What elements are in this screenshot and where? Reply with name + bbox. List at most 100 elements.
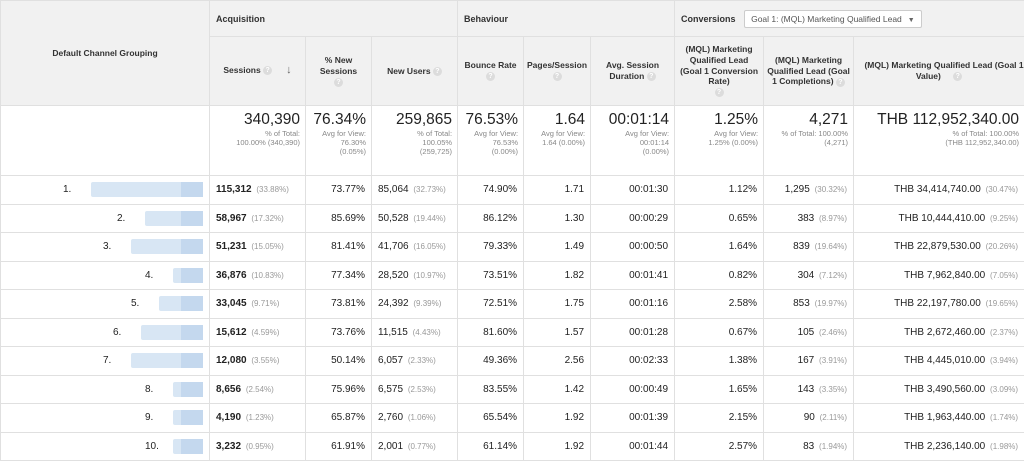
completions-column-header[interactable]: (MQL) Marketing Qualified Lead (Goal 1 C…: [764, 37, 854, 106]
help-icon[interactable]: ?: [647, 72, 656, 81]
table-row[interactable]: 1.115,312 (33.88%)73.77%85,064 (32.73%)7…: [1, 176, 1024, 205]
new-sessions-cell: 73.77%: [306, 176, 372, 205]
avg-duration-cell: 00:00:29: [591, 204, 675, 233]
help-icon[interactable]: ?: [553, 72, 562, 81]
completions-cell: 1,295 (30.32%): [764, 176, 854, 205]
row-index-channel-cell[interactable]: 10.: [1, 432, 210, 461]
total-new-sessions: 76.34%Avg for View:76.30%(0.05%): [306, 106, 372, 176]
conversions-group-header: Conversions Goal 1: (MQL) Marketing Qual…: [675, 1, 1024, 37]
total-completions: 4,271% of Total: 100.00%(4,271): [764, 106, 854, 176]
row-index-channel-cell[interactable]: 1.: [1, 176, 210, 205]
sessions-cell: 33,045 (9.71%): [210, 290, 306, 319]
value-cell: THB 22,879,530.00 (20.26%): [854, 233, 1024, 262]
avg-duration-cell: 00:01:16: [591, 290, 675, 319]
channel-name-redacted[interactable]: [173, 382, 203, 397]
channel-name-redacted[interactable]: [173, 268, 203, 283]
table-row[interactable]: 8.8,656 (2.54%)75.96%6,575 (2.53%)83.55%…: [1, 375, 1024, 404]
conv-rate-cell: 1.38%: [675, 347, 764, 376]
channel-name-redacted[interactable]: [145, 211, 203, 226]
row-index-channel-cell[interactable]: 7.: [1, 347, 210, 376]
conv-rate-cell: 0.67%: [675, 318, 764, 347]
row-index: 10.: [136, 441, 173, 452]
conv-rate-cell: 0.65%: [675, 204, 764, 233]
channel-name-redacted[interactable]: [159, 296, 203, 311]
row-index-channel-cell[interactable]: 9.: [1, 404, 210, 433]
pages-session-cell: 1.71: [524, 176, 591, 205]
completions-cell: 853 (19.97%): [764, 290, 854, 319]
table-row[interactable]: 3.51,231 (15.05%)81.41%41,706 (16.05%)79…: [1, 233, 1024, 262]
row-index: 9.: [136, 412, 173, 423]
help-icon[interactable]: ?: [263, 66, 272, 75]
table-row[interactable]: 9.4,190 (1.23%)65.87%2,760 (1.06%)65.54%…: [1, 404, 1024, 433]
new-sessions-cell: 85.69%: [306, 204, 372, 233]
avg-duration-cell: 00:01:41: [591, 261, 675, 290]
new-sessions-cell: 50.14%: [306, 347, 372, 376]
bounce-rate-cell: 73.51%: [458, 261, 524, 290]
new-sessions-cell: 75.96%: [306, 375, 372, 404]
totals-label-cell: [1, 106, 210, 176]
new-users-cell: 11,515 (4.43%): [372, 318, 458, 347]
table-row[interactable]: 7.12,080 (3.55%)50.14%6,057 (2.33%)49.36…: [1, 347, 1024, 376]
table-row[interactable]: 6.15,612 (4.59%)73.76%11,515 (4.43%)81.6…: [1, 318, 1024, 347]
row-index-channel-cell[interactable]: 4.: [1, 261, 210, 290]
avg-duration-cell: 00:01:39: [591, 404, 675, 433]
totals-row: 340,390% of Total:100.00% (340,390) 76.3…: [1, 106, 1024, 176]
channel-name-redacted[interactable]: [141, 325, 203, 340]
row-index-channel-cell[interactable]: 3.: [1, 233, 210, 262]
completions-cell: 383 (8.97%): [764, 204, 854, 233]
row-index-channel-cell[interactable]: 8.: [1, 375, 210, 404]
table-row[interactable]: 4.36,876 (10.83%)77.34%28,520 (10.97%)73…: [1, 261, 1024, 290]
channel-name-redacted[interactable]: [131, 239, 203, 254]
completions-cell: 143 (3.35%): [764, 375, 854, 404]
row-index-channel-cell[interactable]: 5.: [1, 290, 210, 319]
help-icon[interactable]: ?: [334, 78, 343, 87]
table-row[interactable]: 2.58,967 (17.32%)85.69%50,528 (19.44%)86…: [1, 204, 1024, 233]
bounce-rate-column-header[interactable]: Bounce Rate?: [458, 37, 524, 106]
value-column-header[interactable]: (MQL) Marketing Qualified Lead (Goal 1 V…: [854, 37, 1024, 106]
sessions-column-header[interactable]: Sessions ?↓: [210, 37, 306, 106]
pages-session-cell: 1.75: [524, 290, 591, 319]
sessions-cell: 3,232 (0.95%): [210, 432, 306, 461]
table-row[interactable]: 5.33,045 (9.71%)73.81%24,392 (9.39%)72.5…: [1, 290, 1024, 319]
sessions-cell: 12,080 (3.55%): [210, 347, 306, 376]
avg-duration-column-header[interactable]: Avg. Session Duration ?: [591, 37, 675, 106]
pages-session-cell: 1.57: [524, 318, 591, 347]
channel-name-redacted[interactable]: [173, 410, 203, 425]
new-sessions-column-header[interactable]: % New Sessions?: [306, 37, 372, 106]
new-sessions-cell: 73.81%: [306, 290, 372, 319]
bounce-rate-cell: 65.54%: [458, 404, 524, 433]
total-bounce-rate: 76.53%Avg for View:76.53%(0.00%): [458, 106, 524, 176]
sessions-cell: 51,231 (15.05%): [210, 233, 306, 262]
channel-name-redacted[interactable]: [173, 439, 203, 454]
help-icon[interactable]: ?: [486, 72, 495, 81]
new-users-cell: 24,392 (9.39%): [372, 290, 458, 319]
row-index-channel-cell[interactable]: 2.: [1, 204, 210, 233]
conv-rate-cell: 2.15%: [675, 404, 764, 433]
row-index-channel-cell[interactable]: 6.: [1, 318, 210, 347]
sessions-cell: 4,190 (1.23%): [210, 404, 306, 433]
goal-select[interactable]: Goal 1: (MQL) Marketing Qualified Lead▼: [744, 10, 922, 28]
bounce-rate-cell: 49.36%: [458, 347, 524, 376]
conv-rate-column-header[interactable]: (MQL) Marketing Qualified Lead (Goal 1 C…: [675, 37, 764, 106]
sessions-cell: 115,312 (33.88%): [210, 176, 306, 205]
pages-session-cell: 1.82: [524, 261, 591, 290]
sort-desc-icon[interactable]: ↓: [286, 64, 292, 76]
avg-duration-cell: 00:02:33: [591, 347, 675, 376]
help-icon[interactable]: ?: [433, 67, 442, 76]
help-icon[interactable]: ?: [715, 88, 724, 97]
new-sessions-cell: 77.34%: [306, 261, 372, 290]
help-icon[interactable]: ?: [836, 78, 845, 87]
acquisition-group-header: Acquisition: [210, 1, 458, 37]
row-index: 5.: [122, 298, 159, 309]
value-cell: THB 7,962,840.00 (7.05%): [854, 261, 1024, 290]
new-sessions-cell: 73.76%: [306, 318, 372, 347]
value-cell: THB 2,236,140.00 (1.98%): [854, 432, 1024, 461]
table-row[interactable]: 10.3,232 (0.95%)61.91%2,001 (0.77%)61.14…: [1, 432, 1024, 461]
help-icon[interactable]: ?: [953, 72, 962, 81]
channel-name-redacted[interactable]: [91, 182, 203, 197]
pages-session-cell: 1.49: [524, 233, 591, 262]
channel-name-redacted[interactable]: [131, 353, 203, 368]
new-users-column-header[interactable]: New Users ?: [372, 37, 458, 106]
pages-session-column-header[interactable]: Pages/Session?: [524, 37, 591, 106]
